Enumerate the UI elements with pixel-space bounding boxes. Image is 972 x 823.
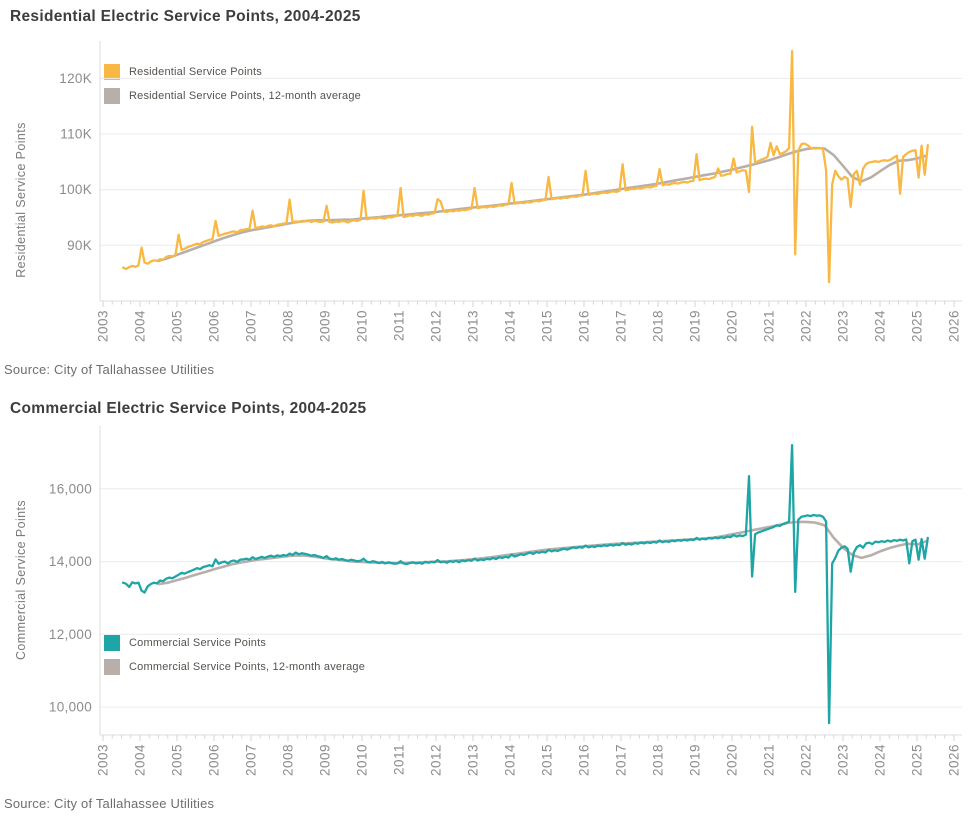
residential-average-swatch xyxy=(104,87,120,104)
svg-text:16,000: 16,000 xyxy=(49,481,92,496)
svg-text:2022: 2022 xyxy=(799,310,814,342)
svg-text:2015: 2015 xyxy=(540,310,555,342)
svg-text:2021: 2021 xyxy=(762,744,777,776)
svg-text:2009: 2009 xyxy=(318,310,333,342)
svg-text:2010: 2010 xyxy=(355,744,370,776)
svg-text:2017: 2017 xyxy=(614,744,629,776)
residential-chart-title: Residential Electric Service Points, 200… xyxy=(10,8,361,25)
svg-text:110K: 110K xyxy=(60,127,92,142)
svg-text:2004: 2004 xyxy=(133,310,148,342)
svg-text:2023: 2023 xyxy=(836,744,851,776)
svg-text:2014: 2014 xyxy=(503,310,518,342)
svg-text:2003: 2003 xyxy=(96,744,111,776)
svg-text:120K: 120K xyxy=(59,71,92,86)
commercial-average-swatch xyxy=(104,658,120,675)
plot-area-1: 10,000 12,000 14,000 16,000 2003 2004 2005 2006… xyxy=(49,426,962,776)
svg-text:2025: 2025 xyxy=(910,744,925,776)
svg-text:2013: 2013 xyxy=(466,744,481,776)
svg-text:2007: 2007 xyxy=(244,310,259,342)
commercial-chart-title: Commercial Electric Service Points, 2004… xyxy=(10,400,367,417)
legend-item-residential-average: Residential Service Points, 12-month ave… xyxy=(104,87,361,104)
svg-text:2004: 2004 xyxy=(133,744,148,776)
svg-text:2006: 2006 xyxy=(207,310,222,342)
svg-text:12,000: 12,000 xyxy=(49,627,92,642)
residential-source-note: Source: City of Tallahassee Utilities xyxy=(4,362,215,377)
svg-text:2008: 2008 xyxy=(281,744,296,776)
commercial-series-swatch xyxy=(104,634,120,651)
residential-legend: Residential Service Points Residential S… xyxy=(104,63,361,104)
svg-text:2007: 2007 xyxy=(244,744,259,776)
residential-series-swatch xyxy=(104,63,120,80)
svg-text:10,000: 10,000 xyxy=(49,700,92,715)
svg-text:2023: 2023 xyxy=(836,310,851,342)
svg-text:2005: 2005 xyxy=(170,310,185,342)
svg-text:2024: 2024 xyxy=(873,310,888,342)
svg-text:2010: 2010 xyxy=(355,310,370,342)
svg-text:90K: 90K xyxy=(67,238,92,253)
svg-text:2018: 2018 xyxy=(651,744,666,776)
svg-text:2012: 2012 xyxy=(429,744,444,776)
svg-text:2008: 2008 xyxy=(281,310,296,342)
legend-label: Residential Service Points, 12-month ave… xyxy=(129,89,361,102)
svg-text:2019: 2019 xyxy=(688,310,703,342)
svg-text:2006: 2006 xyxy=(207,744,222,776)
svg-text:2025: 2025 xyxy=(910,310,925,342)
svg-text:2015: 2015 xyxy=(540,744,555,776)
svg-text:2003: 2003 xyxy=(96,310,111,342)
svg-text:2011: 2011 xyxy=(392,744,407,775)
legend-label: Residential Service Points xyxy=(129,65,262,78)
svg-text:2017: 2017 xyxy=(614,310,629,342)
svg-text:2019: 2019 xyxy=(688,744,703,776)
svg-text:14,000: 14,000 xyxy=(49,554,92,569)
legend-label: Commercial Service Points, 12-month aver… xyxy=(129,660,366,673)
svg-text:2020: 2020 xyxy=(725,310,740,342)
svg-text:2012: 2012 xyxy=(429,310,444,342)
svg-text:2020: 2020 xyxy=(725,744,740,776)
svg-text:2021: 2021 xyxy=(762,310,777,342)
legend-item-commercial-average: Commercial Service Points, 12-month aver… xyxy=(104,658,365,675)
legend-item-commercial-series: Commercial Service Points xyxy=(104,634,365,651)
svg-text:2005: 2005 xyxy=(170,744,185,776)
svg-text:2011: 2011 xyxy=(392,310,407,341)
svg-text:2026: 2026 xyxy=(947,744,962,776)
plot-area-0: 90K 100K 110K 120K 2003 2004 2005 2006 2007 2008 2… xyxy=(59,41,962,342)
svg-text:100K: 100K xyxy=(59,182,92,197)
svg-text:2016: 2016 xyxy=(577,744,592,776)
svg-text:2014: 2014 xyxy=(503,744,518,776)
svg-text:2026: 2026 xyxy=(947,310,962,342)
legend-item-residential-series: Residential Service Points xyxy=(104,63,361,80)
svg-text:2022: 2022 xyxy=(799,744,814,776)
commercial-legend: Commercial Service Points Commercial Ser… xyxy=(104,634,365,675)
svg-text:2024: 2024 xyxy=(873,744,888,776)
svg-text:2013: 2013 xyxy=(466,310,481,342)
svg-text:2009: 2009 xyxy=(318,744,333,776)
svg-text:2016: 2016 xyxy=(577,310,592,342)
legend-label: Commercial Service Points xyxy=(129,636,267,649)
svg-text:2018: 2018 xyxy=(651,310,666,342)
commercial-source-note: Source: City of Tallahassee Utilities xyxy=(4,796,215,811)
